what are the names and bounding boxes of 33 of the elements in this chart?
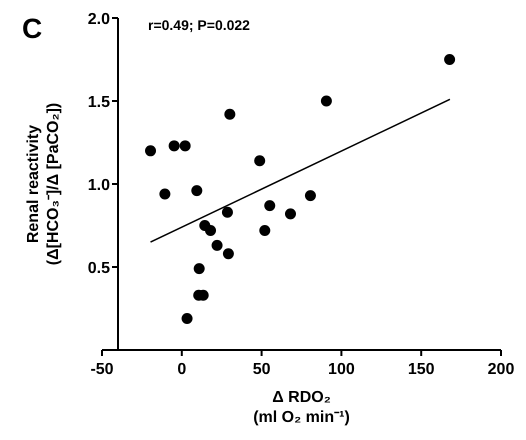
x-tick-label: 200 — [488, 361, 514, 378]
point — [168, 140, 180, 152]
y-tick-label: 2.0 — [88, 11, 110, 28]
point — [320, 96, 332, 106]
text: C — [22, 13, 42, 44]
y-tick-label: 1.0 — [88, 177, 110, 194]
point — [180, 140, 191, 152]
x-tick-label: 0 — [177, 361, 186, 378]
x-axis-title: Δ RDO₂ (ml O₂ min⁻¹) — [253, 389, 350, 426]
point — [222, 206, 233, 218]
point — [304, 190, 316, 202]
point — [254, 155, 266, 166]
point — [284, 208, 296, 220]
point — [182, 312, 193, 324]
point — [159, 188, 170, 200]
point — [444, 54, 456, 65]
y-tick-label: 0.5 — [88, 260, 110, 277]
point — [222, 248, 234, 260]
y-tick-label: 1.5 — [88, 94, 110, 111]
point — [224, 108, 236, 120]
point — [191, 185, 202, 196]
point — [259, 224, 270, 236]
point — [205, 224, 216, 236]
point — [264, 200, 276, 212]
x-tick-label: -50 — [90, 361, 114, 378]
annotation: r=0.49; P=0.022 — [148, 17, 250, 33]
x-tick-label: 100 — [328, 361, 355, 378]
y-axis-title: Renal reactivity (Δ[HCO₃⁻]/Δ [PaCO₂]) — [25, 102, 62, 266]
x-tick-label: 150 — [408, 361, 435, 378]
point — [145, 145, 156, 156]
point — [194, 263, 205, 274]
point — [212, 240, 223, 251]
x-tick-label: 50 — [252, 361, 271, 378]
